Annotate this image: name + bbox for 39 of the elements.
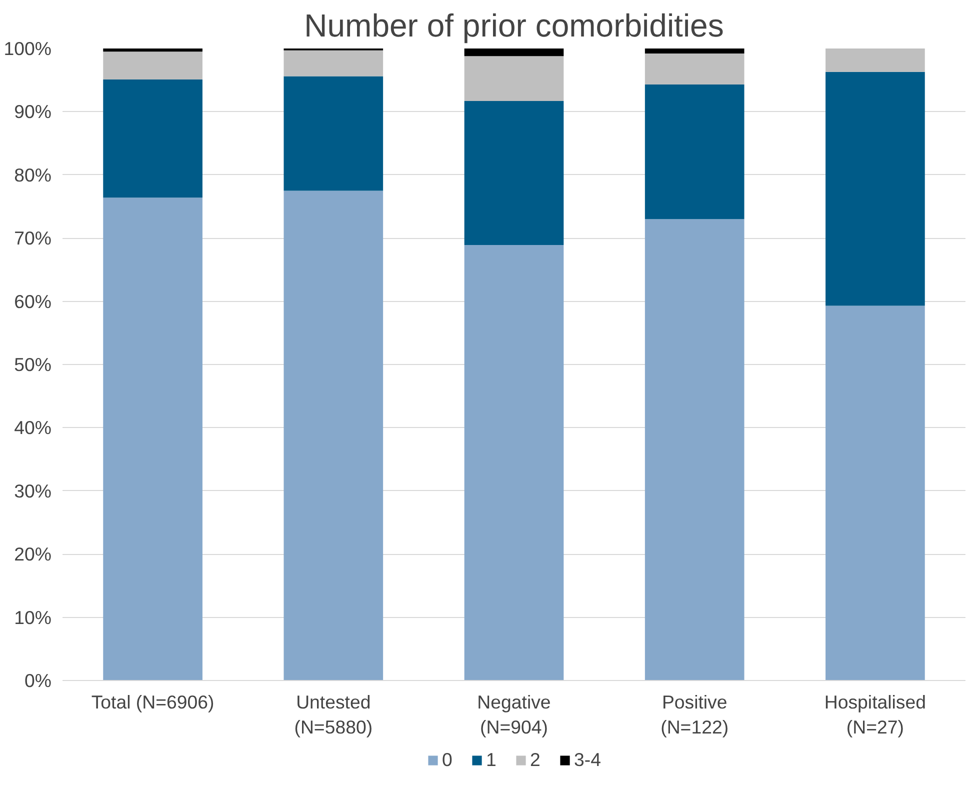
- bar: [826, 72, 925, 306]
- y-tick-label: 10%: [14, 606, 52, 628]
- bar: [464, 48, 564, 56]
- y-tick-label: 40%: [14, 417, 52, 438]
- y-tick-label: 90%: [14, 101, 52, 122]
- bar: [103, 52, 202, 80]
- bar: [103, 48, 202, 52]
- bar: [464, 56, 564, 101]
- bar: [284, 190, 384, 680]
- legend-label: 2: [530, 749, 542, 771]
- x-tick-label: Negative (N=904): [477, 692, 551, 738]
- legend-label: 0: [442, 749, 454, 771]
- bar: [644, 219, 744, 680]
- x-tick-label: Positive (N=122): [660, 692, 729, 738]
- bar: [644, 84, 744, 220]
- x-tick-label: Total (N=6906): [91, 692, 214, 712]
- x-tick-label: Hospitalised (N=27): [824, 692, 926, 738]
- bar: [826, 48, 925, 72]
- bar: [644, 48, 744, 54]
- legend-label: 3-4: [574, 749, 601, 771]
- y-tick-label: 0%: [24, 670, 52, 691]
- bar: [103, 198, 202, 680]
- y-tick-label: 30%: [14, 480, 52, 502]
- y-tick-label: 60%: [14, 290, 52, 312]
- y-tick-label: 70%: [14, 228, 52, 249]
- legend-label: 1: [486, 749, 498, 771]
- bar: [284, 76, 384, 191]
- bar: [284, 50, 384, 76]
- y-tick-label: 100%: [4, 38, 52, 59]
- y-tick-label: 20%: [14, 544, 52, 565]
- bar: [103, 79, 202, 198]
- chart-title: Number of prior comorbidities: [304, 8, 724, 44]
- y-tick-label: 80%: [14, 164, 52, 186]
- bar: [464, 245, 564, 680]
- bar: [826, 306, 925, 680]
- x-tick-label: Untested (N=5880): [294, 692, 373, 738]
- y-tick-label: 50%: [14, 354, 52, 375]
- bar: [644, 54, 744, 85]
- bar: [464, 100, 564, 246]
